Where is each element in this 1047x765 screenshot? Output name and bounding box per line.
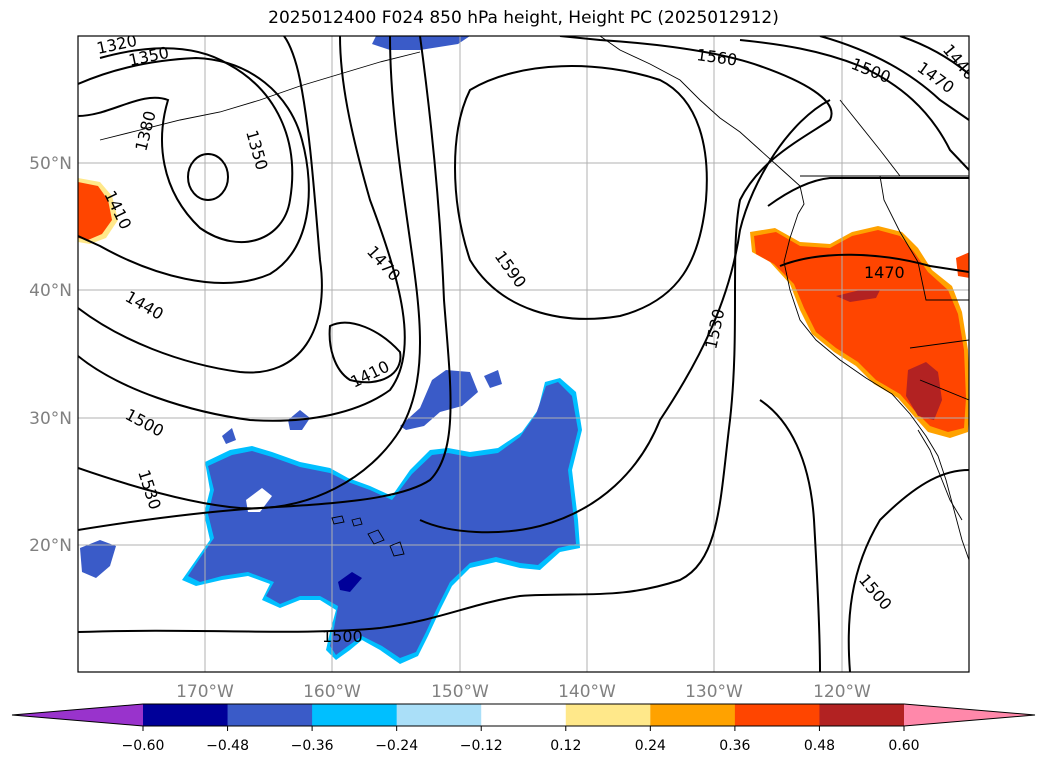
colorbar-box <box>819 704 905 726</box>
lon-label: 150°W <box>431 682 489 702</box>
lon-label: 120°W <box>813 682 871 702</box>
contour-label: 1470 <box>363 242 404 285</box>
height-contours <box>78 36 969 672</box>
colorbar-tick-label: 0.36 <box>719 738 750 754</box>
map-title: 2025012400 F024 850 hPa height, Height P… <box>268 8 779 28</box>
contour-label: 1500 <box>122 405 167 441</box>
colorbar-tick-label: −0.48 <box>206 738 249 754</box>
negative-anomaly-shading <box>80 36 582 664</box>
map-panel: 1320 1350 1380 1350 1410 1440 1470 1410 … <box>78 36 969 672</box>
contour-label: 1500 <box>322 627 363 646</box>
longitude-labels: 170°W 160°W 150°W 140°W 130°W 120°W <box>176 682 871 702</box>
colorbar-box <box>227 704 313 726</box>
colorbar-box <box>650 704 736 726</box>
latitude-labels: 50°N 40°N 30°N 20°N <box>29 154 72 556</box>
contour-label: 1470 <box>864 263 905 282</box>
lat-label: 40°N <box>29 281 72 301</box>
colorbar-tick-label: 0.24 <box>635 738 666 754</box>
lon-label: 160°W <box>303 682 361 702</box>
colorbar-extend-high <box>904 704 1035 726</box>
colorbar-tick-label: −0.60 <box>122 738 165 754</box>
lat-label: 50°N <box>29 154 72 174</box>
colorbar-box <box>481 704 567 726</box>
colorbar-extend-low <box>12 704 143 726</box>
lat-label: 30°N <box>29 409 72 429</box>
contour-label: 1530 <box>134 467 165 512</box>
colorbar-tick-label: −0.36 <box>291 738 334 754</box>
colorbar-box <box>565 704 651 726</box>
contour-label: 1380 <box>131 109 159 153</box>
colorbar: −0.60 −0.48 −0.36 −0.24 −0.12 0.12 0.24 0.36 0.4… <box>11 703 1036 754</box>
colorbar-boxes <box>143 704 905 726</box>
map-frame <box>77 35 970 673</box>
colorbar-box <box>312 704 398 726</box>
contour-label: 1560 <box>695 45 738 69</box>
colorbar-tick-label: 0.12 <box>550 738 581 754</box>
gridlines <box>78 36 969 672</box>
colorbar-tick-label: 0.48 <box>804 738 835 754</box>
contour-label: 1500 <box>849 54 894 87</box>
contour-label: 1590 <box>491 247 530 291</box>
contour-label: 1350 <box>242 128 271 172</box>
contour-label: 1440 <box>122 287 167 324</box>
colorbar-tick-label: −0.12 <box>460 738 503 754</box>
contour-label: 1500 <box>855 570 896 613</box>
positive-anomaly-shading <box>78 178 969 438</box>
lon-label: 140°W <box>558 682 616 702</box>
contour-label: 1530 <box>701 307 728 351</box>
colorbar-box <box>396 704 482 726</box>
colorbar-tick-label: −0.24 <box>375 738 418 754</box>
colorbar-box <box>734 704 820 726</box>
colorbar-box <box>143 704 229 726</box>
lon-label: 130°W <box>685 682 743 702</box>
lat-label: 20°N <box>29 536 72 556</box>
contour-label: 1410 <box>347 357 392 392</box>
coastlines <box>99 36 969 561</box>
colorbar-tick-label: 0.60 <box>888 738 919 754</box>
colorbar-ticks: −0.60 −0.48 −0.36 −0.24 −0.12 0.12 0.24 0.36 0.4… <box>122 726 920 754</box>
lon-label: 170°W <box>176 682 234 702</box>
